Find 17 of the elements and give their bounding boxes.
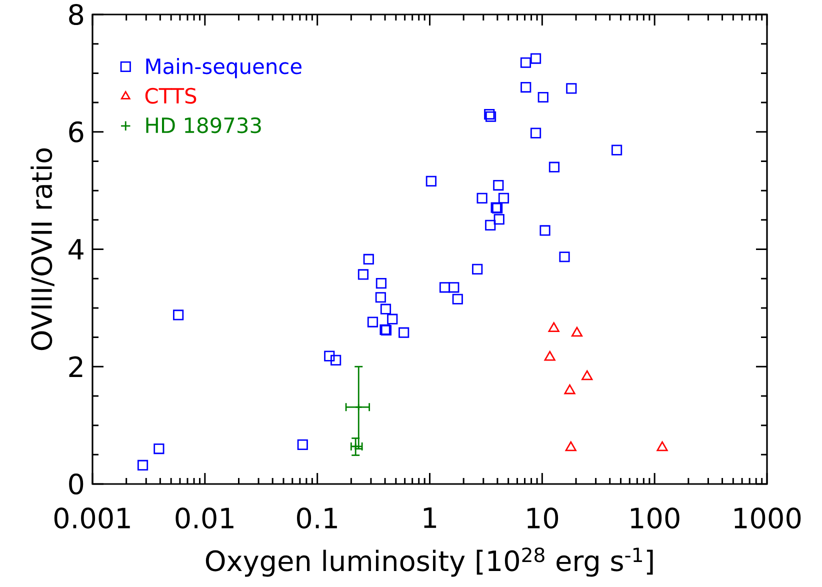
y-tick-label: 2 bbox=[69, 356, 82, 377]
legend-label: CTTS bbox=[145, 88, 196, 104]
x-tick-label: 100 bbox=[631, 508, 680, 529]
x-tick-label: 0.01 bbox=[176, 508, 234, 529]
y-tick-label: 4 bbox=[68, 239, 84, 260]
legend-label: HD 189733 bbox=[146, 117, 261, 134]
y-tick-label: 8 bbox=[69, 4, 84, 26]
x-tick-label: 10 bbox=[527, 508, 558, 529]
x-tick-label: 1 bbox=[424, 508, 436, 528]
x-axis-title: Oxygen luminosity [10$^{28}$ erg s$^{-1}$] bbox=[206, 547, 653, 577]
x-tick-label: 0.1 bbox=[296, 508, 337, 529]
y-tick-label: 6 bbox=[69, 121, 84, 142]
y-axis-title: OVIII/OVII ratio bbox=[30, 148, 54, 350]
y-tick-label: 0 bbox=[69, 473, 84, 495]
x-tick-label: 1000 bbox=[734, 508, 801, 529]
legend-label: Main-sequence bbox=[146, 58, 302, 78]
x-tick-label: 0.001 bbox=[54, 508, 130, 529]
